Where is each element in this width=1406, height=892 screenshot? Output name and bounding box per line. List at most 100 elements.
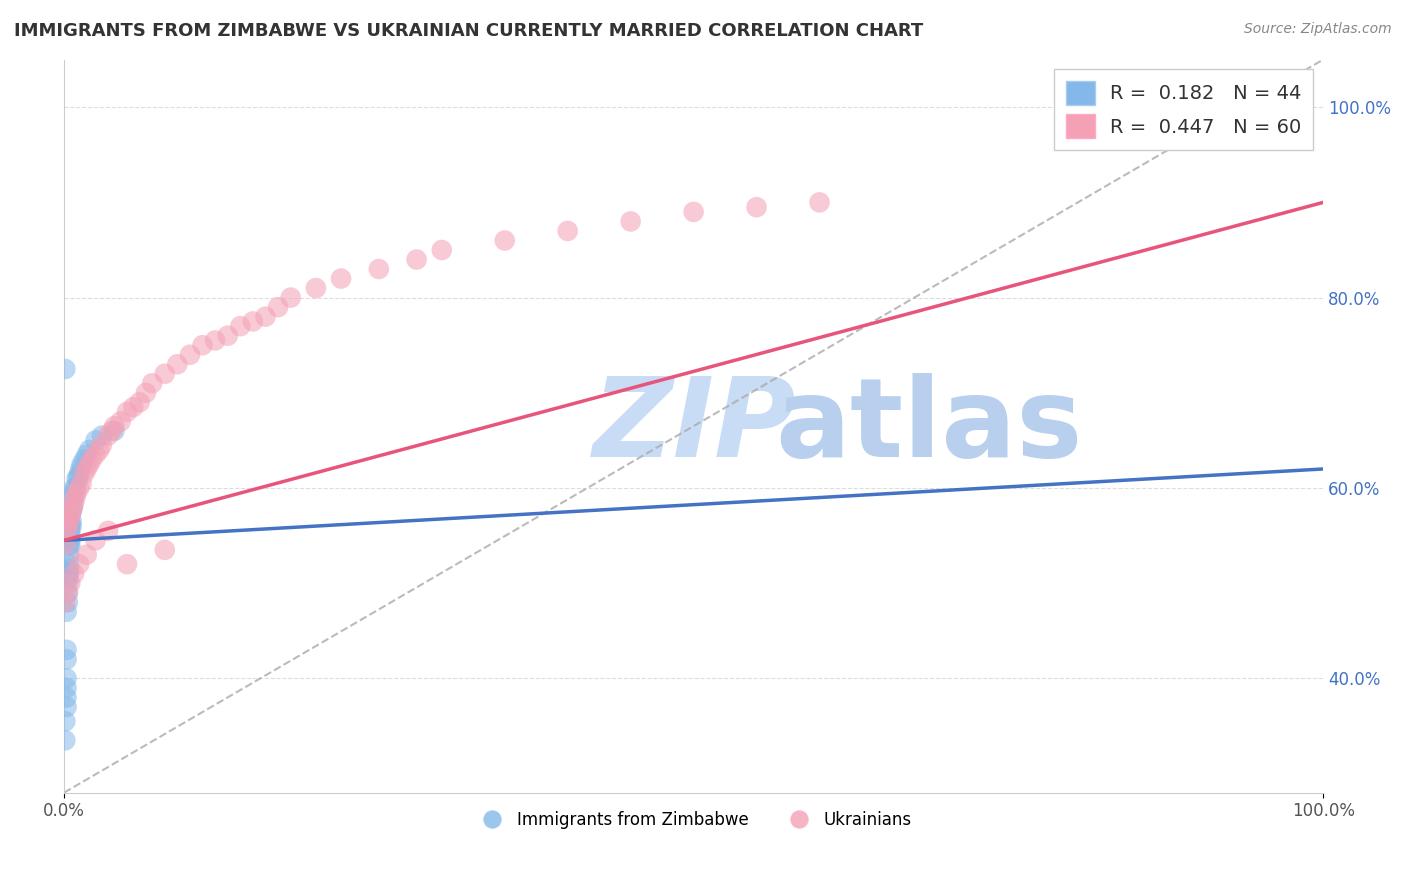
Point	[80, 452, 103, 467]
Point	[53, 733, 76, 747]
Point	[84, 533, 107, 548]
Point	[229, 319, 252, 334]
Point	[330, 271, 353, 285]
Point	[59, 538, 82, 552]
Point	[56, 595, 79, 609]
Point	[808, 195, 831, 210]
Point	[89, 442, 111, 457]
Point	[55, 643, 77, 657]
Point	[217, 328, 239, 343]
Legend: Immigrants from Zimbabwe, Ukrainians: Immigrants from Zimbabwe, Ukrainians	[468, 805, 918, 836]
Point	[405, 252, 427, 267]
Point	[70, 457, 93, 471]
Point	[56, 566, 79, 581]
Point	[56, 576, 79, 591]
Point	[494, 234, 516, 248]
Point	[267, 300, 290, 314]
Point	[55, 690, 77, 705]
Point	[58, 538, 80, 552]
Point	[63, 566, 86, 581]
Point	[115, 405, 138, 419]
Point	[62, 500, 84, 514]
Point	[141, 376, 163, 391]
Point	[55, 672, 77, 686]
Point	[56, 585, 79, 599]
Point	[103, 419, 125, 434]
Point	[58, 566, 80, 581]
Point	[66, 471, 89, 485]
Point	[76, 448, 98, 462]
Point	[60, 505, 83, 519]
Point	[557, 224, 579, 238]
Point	[745, 200, 768, 214]
Point	[84, 434, 107, 448]
Point	[103, 424, 125, 438]
Point	[59, 533, 82, 548]
Point	[62, 500, 84, 514]
Point	[56, 519, 79, 533]
Point	[59, 509, 82, 524]
Point	[58, 557, 80, 571]
Point	[62, 491, 84, 505]
Point	[76, 462, 98, 476]
Point	[77, 442, 100, 457]
Point	[56, 571, 79, 585]
Point	[55, 605, 77, 619]
Point	[63, 485, 86, 500]
Point	[204, 334, 226, 348]
Point	[55, 700, 77, 714]
Point	[60, 505, 83, 519]
Point	[77, 457, 100, 471]
Point	[67, 481, 90, 495]
Point	[97, 428, 120, 442]
Point	[153, 367, 176, 381]
Point	[58, 548, 80, 562]
Point	[58, 514, 80, 528]
Point	[242, 314, 264, 328]
Point	[73, 467, 96, 481]
Point	[179, 348, 201, 362]
Point	[90, 438, 112, 452]
Point	[59, 519, 82, 533]
Point	[101, 424, 124, 438]
Point	[55, 652, 77, 666]
Point	[55, 524, 77, 538]
Point	[53, 538, 76, 552]
Point	[60, 514, 83, 528]
Point	[63, 495, 86, 509]
Point	[135, 385, 157, 400]
Point	[84, 448, 107, 462]
Point	[115, 557, 138, 571]
Point	[430, 243, 453, 257]
Point	[65, 481, 87, 495]
Point	[69, 462, 91, 476]
Point	[97, 524, 120, 538]
Point	[90, 428, 112, 442]
Point	[67, 557, 90, 571]
Point	[56, 585, 79, 599]
Point	[55, 681, 77, 695]
Point	[67, 467, 90, 481]
Point	[122, 400, 145, 414]
Point	[128, 395, 150, 409]
Point	[110, 414, 132, 428]
Point	[66, 485, 89, 500]
Point	[280, 291, 302, 305]
Point	[66, 471, 89, 485]
Point	[59, 528, 82, 542]
Point	[682, 205, 704, 219]
Point	[153, 542, 176, 557]
Point	[70, 476, 93, 491]
Point	[53, 595, 76, 609]
Point	[59, 576, 82, 591]
Text: IMMIGRANTS FROM ZIMBABWE VS UKRAINIAN CURRENTLY MARRIED CORRELATION CHART: IMMIGRANTS FROM ZIMBABWE VS UKRAINIAN CU…	[14, 22, 924, 40]
Point	[73, 452, 96, 467]
Point	[65, 491, 87, 505]
Text: atlas: atlas	[776, 373, 1083, 480]
Point	[63, 481, 86, 495]
Point	[53, 714, 76, 729]
Text: ZIP: ZIP	[593, 373, 796, 480]
Point	[305, 281, 328, 295]
Point	[191, 338, 214, 352]
Point	[367, 262, 389, 277]
